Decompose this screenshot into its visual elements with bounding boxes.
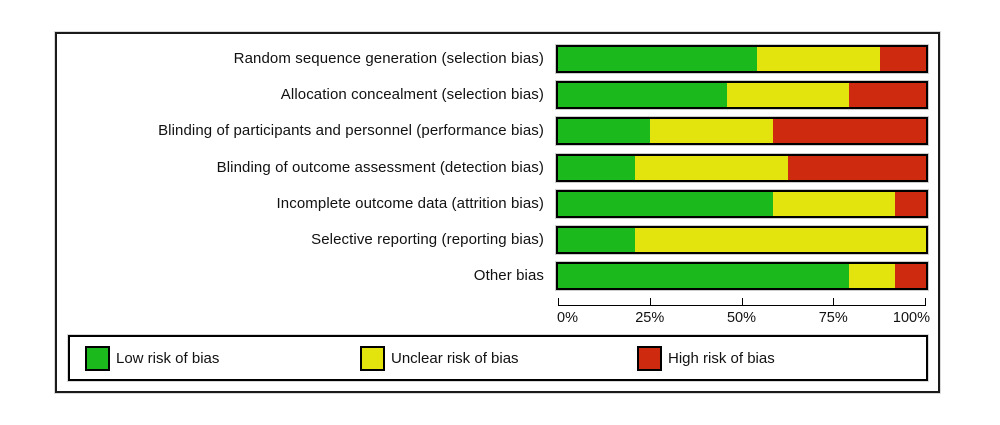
legend-swatch-high: [637, 345, 662, 371]
bar-row: Selective reporting (reporting bias): [57, 226, 938, 254]
axis-tick: [558, 298, 559, 306]
stacked-bar: [556, 226, 928, 254]
bar-segment-low: [558, 83, 727, 107]
bar-row: Blinding of outcome assessment (detectio…: [57, 154, 938, 182]
bar-segment-high: [895, 192, 926, 216]
legend-swatch-unclear: [360, 345, 385, 371]
legend-swatch-low: [85, 345, 110, 371]
axis-tick-label: 25%: [635, 310, 665, 326]
bar-segment-unclear: [634, 228, 926, 252]
bar-segment-high: [849, 83, 926, 107]
bar-segment-low: [558, 192, 773, 216]
bar-row: Blinding of participants and personnel (…: [57, 117, 938, 145]
bar-row: Allocation concealment (selection bias): [57, 81, 938, 109]
axis-tick: [649, 298, 651, 306]
bar-row: Other bias: [57, 262, 938, 290]
category-label: Blinding of participants and personnel (…: [158, 122, 544, 139]
axis-tick-label: 75%: [818, 310, 848, 326]
category-label: Blinding of outcome assessment (detectio…: [216, 159, 544, 176]
stacked-bar: [556, 154, 928, 182]
axis-tick: [741, 298, 743, 306]
bar-segment-low: [558, 119, 650, 143]
legend-label: Low risk of bias: [116, 349, 220, 367]
legend-label: Unclear risk of bias: [391, 349, 519, 367]
bar-segment-low: [558, 47, 758, 71]
bar-segment-unclear: [650, 119, 773, 143]
axis-tick-label: 50%: [726, 310, 757, 326]
axis-tick-label: 100%: [892, 310, 930, 326]
bar-segment-unclear: [634, 156, 788, 180]
axis-tick-label: 0%: [557, 310, 578, 326]
bar-segment-unclear: [772, 192, 896, 216]
stacked-bar: [556, 262, 928, 290]
legend-box: Low risk of bias Unclear risk of bias High…: [68, 335, 928, 381]
category-label: Selective reporting (reporting bias): [311, 231, 544, 248]
category-label: Other bias: [473, 267, 544, 284]
legend-item: Unclear risk of bias: [360, 337, 519, 379]
bar-segment-high: [787, 156, 926, 180]
legend-item: Low risk of bias: [85, 337, 219, 379]
x-axis: 0% 25% 50% 75% 100%: [557, 298, 930, 326]
bar-segment-low: [558, 228, 635, 252]
risk-of-bias-figure-frame: Random sequence generation (selection bi…: [55, 32, 940, 393]
legend-item: High risk of bias: [637, 337, 775, 379]
bar-row: Random sequence generation (selection bi…: [57, 45, 938, 73]
bar-segment-low: [558, 156, 635, 180]
axis-tick: [925, 298, 926, 306]
bar-segment-low: [558, 264, 850, 288]
bar-segment-high: [879, 47, 926, 71]
category-label: Random sequence generation (selection bi…: [233, 50, 544, 67]
bar-segment-unclear: [849, 264, 896, 288]
bar-segment-unclear: [757, 47, 880, 71]
category-label: Incomplete outcome data (attrition bias): [276, 195, 544, 212]
bar-row: Incomplete outcome data (attrition bias): [57, 190, 938, 218]
category-label: Allocation concealment (selection bias): [280, 86, 544, 103]
legend-label: High risk of bias: [668, 349, 775, 367]
bar-segment-high: [895, 264, 926, 288]
stacked-bar: [556, 117, 928, 145]
stacked-bar: [556, 190, 928, 218]
stacked-bar: [556, 81, 928, 109]
bar-segment-high: [772, 119, 926, 143]
bar-segment-unclear: [726, 83, 850, 107]
axis-tick: [833, 298, 835, 306]
stacked-bar: [556, 45, 928, 73]
